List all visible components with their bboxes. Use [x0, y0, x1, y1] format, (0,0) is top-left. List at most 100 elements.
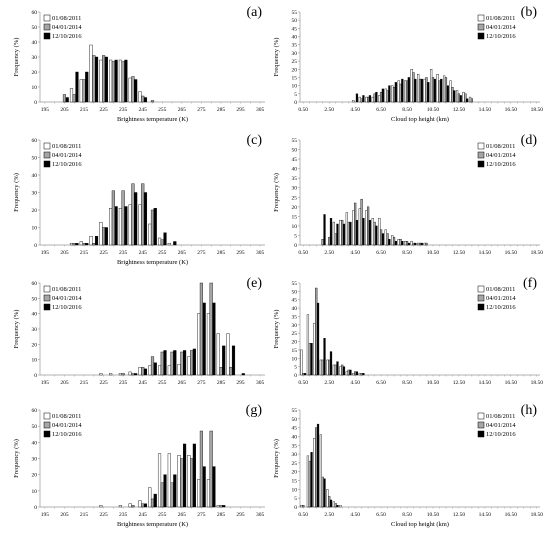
x-tick-label: 14.50: [479, 250, 492, 256]
bar-f-s0-7: [345, 371, 348, 376]
bar-e-s2-12: [163, 350, 167, 376]
bar-e-s2-15: [192, 348, 196, 376]
x-tick-label: 16.50: [505, 512, 518, 518]
legend-swatch: [477, 14, 485, 22]
bar-f-s2-4: [329, 351, 333, 376]
bar-d-s2-18: [420, 242, 423, 246]
bar-f-s0-0: [300, 349, 303, 376]
bar-f-s1-5: [334, 364, 337, 376]
bar-c-s2-8: [124, 206, 128, 246]
bar-a-s2-3: [75, 71, 79, 103]
y-tick-label: 35: [292, 176, 298, 182]
bar-e-s0-16: [197, 313, 201, 376]
bar-b-s2-22: [446, 85, 449, 103]
bar-d-s2-9: [362, 218, 365, 246]
y-tick-label: 10: [292, 356, 298, 362]
bar-b-s1-20: [431, 77, 435, 103]
bar-f-s0-2: [313, 322, 316, 376]
panel-label: (h): [521, 403, 538, 418]
legend-label: 12/10/2016: [52, 161, 82, 168]
bar-g-s2-15: [192, 443, 196, 508]
y-tick-label: 60: [32, 138, 38, 144]
y-tick-label: 5: [294, 92, 297, 98]
bar-b-s2-9: [362, 95, 365, 103]
x-tick-label: 285: [217, 380, 226, 386]
x-axis-label: Brightness temperature (K): [117, 259, 188, 266]
y-axis-label: Frequency (%): [13, 173, 20, 212]
y-tick-label: 20: [292, 340, 298, 346]
x-axis-label: Cloud top height (km): [391, 116, 449, 123]
bar-f-s1-1: [308, 343, 311, 376]
x-tick-label: 305: [256, 380, 265, 386]
bar-g-s0-10: [138, 500, 142, 508]
bar-c-s2-5: [94, 236, 99, 246]
panel-d: 0 5 10 15 20 25 30 35 40 45 50 55 0.50 2.50 4.50 6.50 8.…: [273, 133, 543, 256]
x-tick-label: 4.50: [350, 250, 360, 256]
y-tick-label: 0: [34, 243, 37, 249]
bar-a-s1-4: [82, 79, 86, 103]
bar-d-s1-14: [392, 237, 396, 246]
x-tick-label: 0.50: [298, 107, 308, 113]
bar-b-s2-13: [388, 85, 391, 103]
x-tick-label: 205: [60, 380, 69, 386]
legend-swatch: [477, 303, 485, 311]
bar-c-s0-12: [157, 237, 162, 246]
bar-g-s0-16: [197, 479, 201, 508]
bar-d-s2-15: [401, 240, 404, 246]
x-tick-label: 295: [236, 512, 245, 518]
y-tick-label: 40: [292, 306, 298, 312]
bar-f-s2-6: [342, 366, 346, 376]
bar-b-s0-17: [410, 69, 413, 103]
bar-e-s2-20: [241, 373, 245, 376]
bar-g-s2-13: [173, 474, 177, 508]
bar-c-s2-3: [75, 243, 79, 246]
legend-label: 12/10/2016: [486, 161, 516, 168]
bar-b-s0-8: [352, 100, 355, 103]
bar-e-s0-15: [187, 356, 191, 376]
bar-f-s2-7: [349, 369, 352, 376]
bar-f-s1-8: [354, 371, 357, 376]
x-tick-label: 235: [119, 250, 128, 256]
bar-d-s1-15: [399, 239, 402, 246]
bar-e-s1-17: [209, 282, 213, 376]
bar-d-s2-5: [336, 223, 339, 246]
x-tick-label: 10.50: [427, 380, 440, 386]
bar-b-s1-13: [386, 90, 389, 103]
bar-g-s0-17: [206, 479, 211, 508]
y-tick-label: 15: [292, 214, 298, 220]
bar-h-s0-6: [339, 505, 342, 508]
x-tick-label: 225: [99, 250, 108, 256]
bar-d-s2-3: [323, 214, 326, 246]
y-tick-label: 50: [32, 25, 38, 31]
bar-c-s2-4: [85, 243, 89, 246]
legend-label: 04/01/2014: [486, 152, 516, 159]
x-tick-label: 10.50: [427, 250, 440, 256]
bar-f-s2-3: [323, 338, 326, 376]
legend-swatch: [477, 294, 485, 302]
bar-e-s0-18: [216, 333, 220, 376]
y-tick-label: 40: [292, 167, 298, 173]
y-tick-label: 55: [292, 138, 298, 144]
x-tick-label: 16.50: [505, 107, 518, 113]
bar-f-s0-1: [306, 314, 310, 376]
bar-e-s1-12: [160, 351, 164, 376]
x-tick-label: 8.50: [402, 380, 412, 386]
x-tick-label: 12.50: [453, 380, 466, 386]
bar-a-s2-5: [94, 56, 99, 103]
y-tick-label: 50: [32, 296, 38, 302]
x-tick-label: 14.50: [479, 380, 492, 386]
bar-f-s0-4: [326, 359, 329, 376]
bar-d-s2-17: [414, 242, 417, 246]
bar-b-s2-15: [401, 78, 404, 103]
y-tick-label: 10: [32, 85, 38, 91]
y-tick-label: 20: [32, 70, 38, 76]
x-tick-label: 18.50: [531, 512, 544, 518]
y-tick-label: 40: [32, 40, 38, 46]
x-tick-label: 295: [236, 380, 245, 386]
legend-label: 04/01/2014: [52, 24, 82, 31]
panel-b: 0 5 10 15 20 25 30 35 40 45 50 55 0.50 2.50 4.50 6.50 8.…: [273, 5, 543, 123]
y-axis-label: Frequency (%): [273, 173, 280, 212]
bar-g-s0-11: [148, 487, 152, 508]
bar-g-s2-11: [153, 493, 157, 508]
bar-d-s1-6: [341, 219, 344, 246]
